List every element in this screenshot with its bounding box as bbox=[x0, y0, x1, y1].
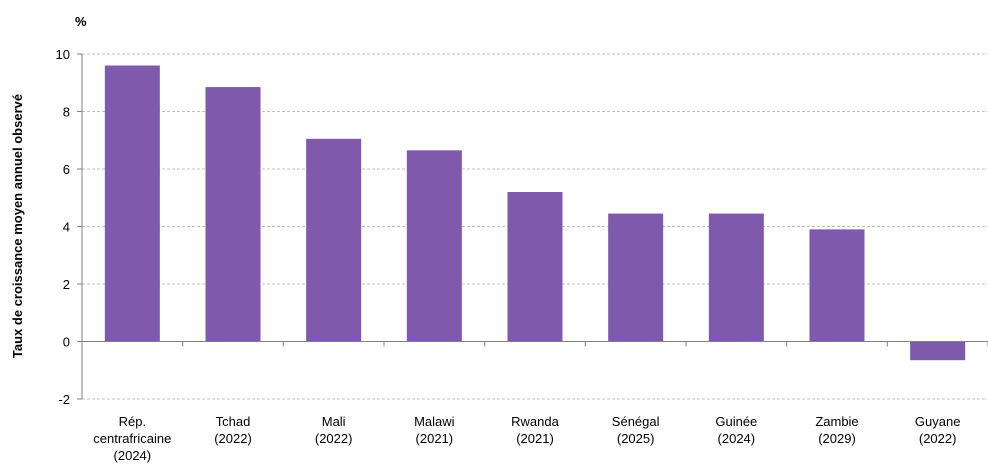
x-tick-label-line: Mali bbox=[322, 414, 346, 429]
x-tick-label-line: (2022) bbox=[919, 431, 957, 446]
x-tick-label-line: (2022) bbox=[315, 431, 353, 446]
x-tick-label-line: (2022) bbox=[214, 431, 252, 446]
y-tick-label: -2 bbox=[58, 392, 70, 407]
y-tick-label: 8 bbox=[63, 105, 70, 120]
x-tick-label-line: (2029) bbox=[818, 431, 856, 446]
bar bbox=[306, 138, 362, 342]
x-tick-label: Malawi (2021) bbox=[414, 414, 455, 446]
x-tick-label-line: Guinée bbox=[715, 414, 757, 429]
x-tick-label-line: Guyane bbox=[915, 414, 961, 429]
x-tick-label-line: Rwanda bbox=[511, 414, 559, 429]
bar bbox=[708, 213, 764, 342]
bar bbox=[205, 87, 261, 342]
x-tick-label-line: (2024) bbox=[114, 448, 152, 463]
bar bbox=[104, 65, 160, 342]
x-tick-label: Guinée (2024) bbox=[715, 414, 757, 446]
bar bbox=[608, 213, 664, 342]
x-tick-label-line: centrafricaine bbox=[93, 431, 171, 446]
x-tick-label: Guyane (2022) bbox=[915, 414, 961, 446]
x-tick-label-line: Malawi bbox=[414, 414, 455, 429]
x-tick-label-line: Sénégal bbox=[612, 414, 660, 429]
x-tick-label-line: (2024) bbox=[718, 431, 756, 446]
bar bbox=[507, 192, 563, 342]
y-tick-label: 2 bbox=[63, 277, 70, 292]
bar bbox=[406, 150, 462, 342]
x-tick-label-line: Tchad bbox=[216, 414, 251, 429]
y-tick-label: 0 bbox=[63, 335, 70, 350]
bars bbox=[104, 65, 966, 361]
x-tick-label: Zambie (2029) bbox=[815, 414, 858, 446]
x-tick-label: Rwanda (2021) bbox=[511, 414, 559, 446]
x-tick-label-line: (2025) bbox=[617, 431, 655, 446]
x-tick-label-line: (2021) bbox=[416, 431, 454, 446]
x-tick-label-line: Zambie bbox=[815, 414, 858, 429]
x-tick-labels: Rép. centrafricaine (2024) Tchad (2022) Mali (… bbox=[93, 414, 960, 463]
x-tick-label-line: (2021) bbox=[516, 431, 554, 446]
y-axis-label: Taux de croissance moyen annuel observé bbox=[10, 94, 25, 358]
bar bbox=[910, 341, 966, 361]
y-tick-labels: -2 0 2 4 6 8 10 bbox=[56, 47, 70, 407]
y-tick-label: 4 bbox=[63, 220, 70, 235]
x-tick-label: Mali (2022) bbox=[315, 414, 353, 446]
y-tick-label: 10 bbox=[56, 47, 70, 62]
x-tick-label: Sénégal (2025) bbox=[612, 414, 660, 446]
x-tick-label: Tchad (2022) bbox=[214, 414, 252, 446]
x-tick-label-line: Rép. bbox=[119, 414, 146, 429]
axes bbox=[77, 53, 988, 400]
bar bbox=[809, 229, 865, 342]
x-tick-label: Rép. centrafricaine (2024) bbox=[93, 414, 171, 463]
y-tick-label: 6 bbox=[63, 162, 70, 177]
unit-label: % bbox=[75, 14, 87, 29]
